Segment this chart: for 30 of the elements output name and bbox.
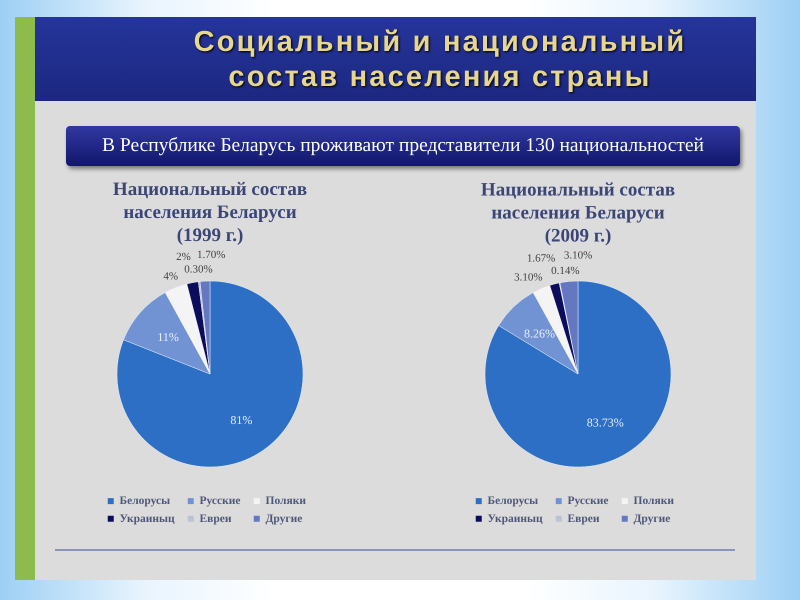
legend-label: Русские	[568, 495, 608, 508]
data-label: 3.10%	[564, 250, 592, 262]
legend-label: Белорусы	[120, 495, 170, 508]
chart-title: Национальный состав населения Беларуси (1999 г.)	[112, 179, 308, 246]
legend-label: Русские	[200, 495, 240, 508]
legend-label: Поляки	[634, 495, 674, 508]
legend-label: Другие	[634, 512, 670, 525]
text: В Республике Беларусь проживают представители 130 национальностей	[66, 126, 740, 166]
data-label: 81%	[230, 413, 252, 428]
legend-label: Украиныц	[120, 512, 175, 525]
legend-label: Белорусы	[488, 495, 538, 508]
data-label: 1.70%	[197, 249, 226, 262]
data-label: 0.14%	[551, 265, 580, 278]
data-label: 11%	[157, 330, 179, 344]
text: Социальный и национальный состав населения страны	[192, 25, 688, 95]
legend-label: Украиныц	[488, 512, 543, 525]
pie-slice	[484, 280, 672, 468]
chart-title: Национальный состав населения Беларуси (2009 г.)	[480, 180, 676, 246]
legend-label: Евреи	[568, 512, 600, 525]
data-label: 0.30%	[184, 264, 213, 276]
legend-label: Евреи	[200, 512, 232, 525]
data-label: 4%	[163, 270, 178, 282]
legend-label: Другие	[266, 512, 302, 525]
data-label: 8.26%	[524, 326, 555, 341]
pie-slice	[116, 280, 304, 468]
data-label: 1.67%	[526, 252, 556, 264]
legend-label: Поляки	[266, 495, 306, 508]
data-label: 3.10%	[514, 272, 543, 284]
data-label: 2%	[176, 250, 191, 263]
data-label: 83.73%	[586, 416, 624, 430]
